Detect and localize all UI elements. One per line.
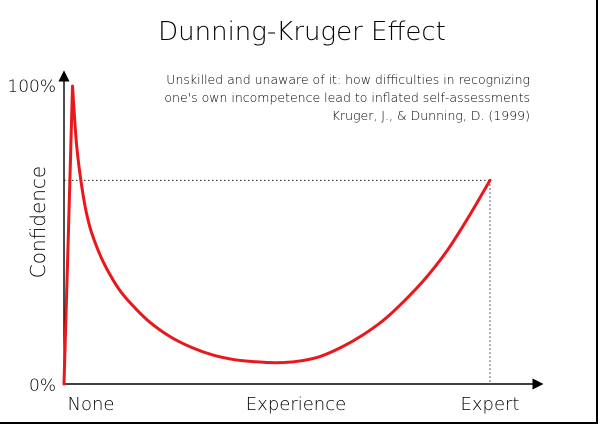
x-tick-none: None [68,394,115,415]
annotation-line-1: Unskilled and unaware of it: how difficu… [166,72,530,87]
chart-title: Dunning-Kruger Effect [158,17,446,47]
x-tick-experience: Experience [246,394,346,415]
annotation-line-2: one's own incompetence lead to inflated … [164,90,530,105]
y-tick-min: 0% [29,376,56,396]
y-axis-label: Confidence [26,166,50,278]
x-tick-expert: Expert [461,394,520,415]
y-tick-max: 100% [7,77,56,97]
confidence-curve [62,84,492,386]
annotation-line-3: Kruger, J., & Dunning, D. (1999) [332,108,530,123]
